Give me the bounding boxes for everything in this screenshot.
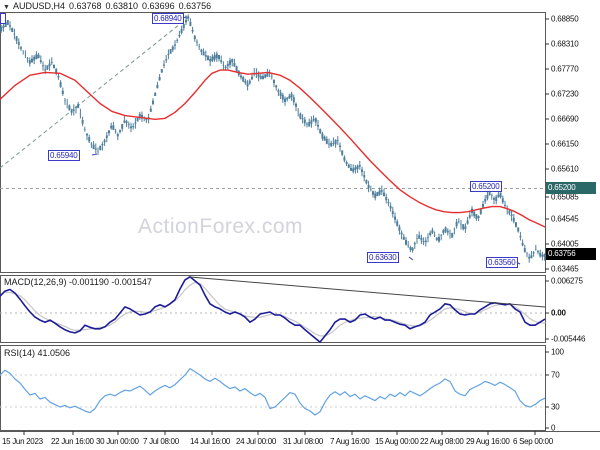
time-label: 22 Aug 08:00 (420, 437, 464, 446)
title-bar: ▼ AUDUSD,H4 0.63768 0.63810 0.63696 0.63756 (3, 1, 215, 11)
price-axis-label: 0.66690 (551, 114, 579, 124)
time-label: 6 Sep 00:00 (513, 437, 553, 446)
symbol-label: AUDUSD,H4 (12, 1, 65, 11)
macd-indicator-label: MACD(12,26,9) -0.001190 -0.001547 (4, 277, 152, 287)
ohlc-high: 0.63810 (105, 1, 139, 11)
price-pane[interactable] (0, 12, 546, 273)
price-axis-label: 0.66150 (551, 139, 579, 149)
time-label: 15 Jun 2023 (2, 437, 43, 446)
time-axis (0, 431, 600, 450)
rsi-axis-label: 30 (551, 402, 560, 412)
macd-axis-label: 0.00 (551, 308, 566, 318)
price-marker[interactable]: 0.65200 (470, 181, 502, 192)
time-label: 22 Jun 16:00 (51, 437, 94, 446)
chevron-down-icon[interactable]: ▼ (3, 4, 10, 11)
price-axis-label: 0.65085 (551, 192, 579, 202)
macd-axis-label: 0.006275 (551, 276, 583, 286)
rsi-axis-label: 70 (551, 370, 560, 380)
price-axis-label: 0.63465 (551, 264, 579, 274)
price-axis-label: 0.64005 (551, 239, 579, 249)
price-marker[interactable]: 0.63560 (486, 257, 518, 268)
price-axis-label: 0.67230 (551, 89, 579, 99)
time-label: 7 Aug 16:00 (330, 437, 370, 446)
time-label: 7 Jul 08:00 (143, 437, 179, 446)
ohlc-close: 0.63756 (178, 1, 212, 11)
ohlc-open: 0.63768 (68, 1, 102, 11)
rsi-axis-label: 100 (551, 347, 564, 357)
price-marker[interactable]: 0.68940 (152, 13, 184, 24)
price-axis-label: 0.64545 (551, 214, 579, 224)
time-label: 15 Aug 00:00 (375, 437, 419, 446)
rsi-pane[interactable] (0, 345, 546, 431)
price-axis-label: 0.68850 (551, 14, 579, 24)
macd-axis-label: -0.005446 (551, 334, 586, 344)
edge-label-fragment (0, 13, 6, 24)
time-label: 24 Jul 00:00 (236, 437, 276, 446)
price-axis-label: 0.67770 (551, 64, 579, 74)
axis-level-badge: 0.65200 (546, 182, 596, 194)
axis-current-price-badge: 0.63756 (546, 248, 596, 260)
price-marker[interactable]: 0.63630 (367, 252, 399, 263)
price-axis-label: 0.65610 (551, 164, 579, 174)
price-marker[interactable]: 0.65940 (48, 150, 80, 161)
time-label: 31 Jul 08:00 (283, 437, 323, 446)
rsi-indicator-label: RSI(14) 41.0506 (4, 348, 71, 358)
time-label: 30 Jun 00:00 (96, 437, 139, 446)
rsi-axis-label: 0 (551, 423, 556, 433)
price-axis-label: 0.68310 (551, 39, 579, 49)
time-label: 29 Aug 16:00 (466, 437, 510, 446)
ohlc-low: 0.63696 (142, 1, 175, 11)
time-label: 14 Jul 16:00 (190, 437, 230, 446)
